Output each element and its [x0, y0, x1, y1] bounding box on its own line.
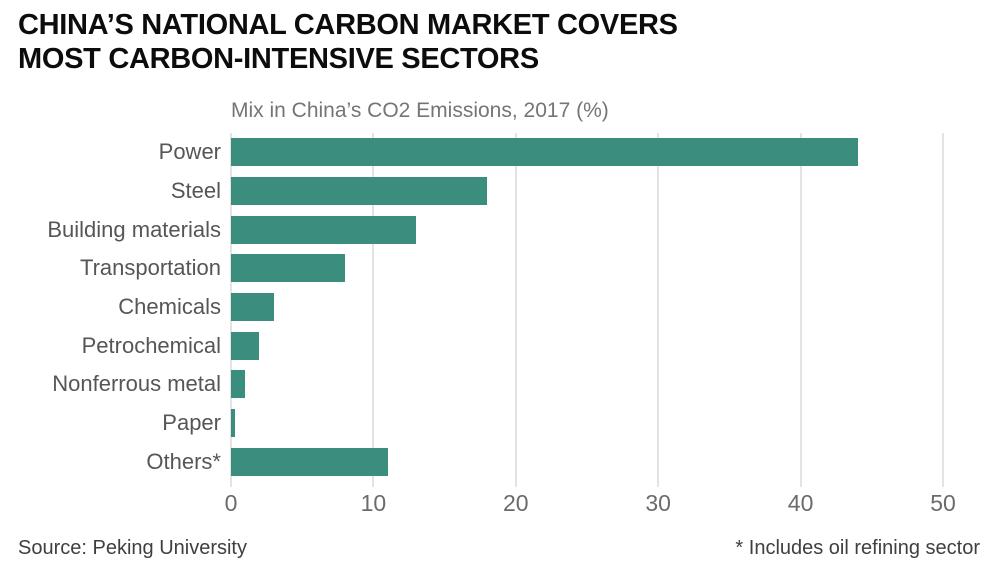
category-label: Steel	[170, 178, 221, 203]
x-axis: 0 10 20 30 40 50	[225, 487, 956, 521]
bar-row: Building materials	[47, 210, 943, 249]
category-label: Transportation	[79, 255, 221, 281]
plot-area: Power Steel Building materials Transportati…	[47, 133, 956, 516]
category-label: Nonferrous metal	[52, 371, 221, 397]
bar	[231, 254, 345, 283]
bar-row: Others*	[146, 442, 943, 481]
category-label: Others*	[146, 448, 221, 474]
x-tick-label: 0	[224, 490, 238, 516]
x-tick-label: 20	[503, 490, 529, 516]
bar-row: Petrochemical	[82, 326, 943, 365]
bar	[231, 331, 260, 360]
source-text: Source: Peking University	[18, 537, 247, 559]
category-label: Chemicals	[118, 294, 221, 320]
bar-row: Nonferrous metal	[52, 365, 943, 404]
x-tick-label: 10	[360, 490, 387, 516]
bar	[231, 177, 488, 205]
footnote-text: * Includes oil refining sector	[735, 537, 980, 559]
bar	[231, 370, 246, 399]
category-label: Paper	[162, 410, 221, 436]
gridline	[514, 133, 517, 487]
category-label: Petrochemical	[81, 332, 221, 358]
x-tick-label: 40	[787, 490, 814, 516]
gridline	[799, 133, 802, 487]
x-tick-label: 30	[645, 490, 671, 516]
chart-subtitle: Mix in China’s CO2 Emissions, 2017 (%)	[231, 99, 609, 122]
chart-footer: Source: Peking University * Includes oil…	[18, 537, 980, 560]
bar	[231, 293, 274, 322]
gridline	[372, 133, 375, 487]
bar	[231, 215, 417, 244]
chart-title-line1: CHINA’S NATIONAL CARBON MARKET COVERS	[18, 9, 678, 41]
bar-row: Steel	[171, 172, 943, 211]
gridline	[942, 133, 944, 487]
gridline	[657, 133, 660, 487]
bar-row: Power	[159, 133, 943, 172]
category-label: Power	[158, 139, 221, 165]
x-tick-label: 50	[930, 490, 956, 516]
bar-row: Chemicals	[118, 288, 943, 327]
category-label: Building materials	[47, 216, 221, 242]
bar	[231, 409, 236, 438]
bar	[231, 447, 388, 476]
chart-title-line2: MOST CARBON-INTENSIVE SECTORS	[18, 43, 539, 75]
bar-row: Paper	[162, 404, 943, 443]
bar-rows: Power Steel Building materials Transportati…	[47, 133, 943, 481]
bar-row: Transportation	[80, 249, 943, 288]
chart-title: CHINA’S NATIONAL CARBON MARKET COVERS MOS…	[18, 8, 678, 76]
bar	[231, 138, 858, 167]
